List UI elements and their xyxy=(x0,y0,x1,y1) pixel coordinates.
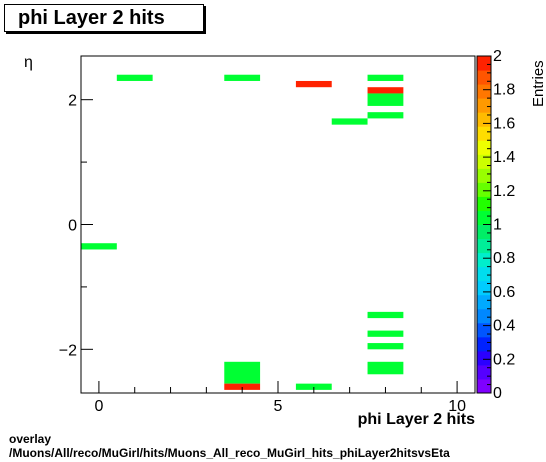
z-tick-label: 0.4 xyxy=(493,318,515,335)
y-tick-label: 2 xyxy=(68,93,77,110)
heatmap-cell-15 xyxy=(295,383,332,390)
x-tick-label: 10 xyxy=(448,398,466,415)
palette-swatch xyxy=(477,98,491,113)
heatmap-cell-5 xyxy=(367,74,404,81)
palette-swatch xyxy=(477,322,491,338)
footer-line-2: /Muons/All/reco/MuGirl/hits/Muons_All_re… xyxy=(9,446,450,460)
palette-swatch xyxy=(477,196,491,211)
palette-swatch xyxy=(477,84,491,99)
plot-frame xyxy=(80,55,476,394)
heatmap-cell-14 xyxy=(224,383,261,390)
heatmap-cell-4 xyxy=(331,118,368,125)
z-tick-label: 0 xyxy=(493,385,502,402)
palette-swatch xyxy=(477,210,491,225)
palette-swatch xyxy=(477,308,491,324)
palette-swatch xyxy=(477,336,491,352)
palette-swatch xyxy=(477,294,491,310)
z-tick-label: 1.6 xyxy=(493,115,515,132)
palette-swatch xyxy=(477,168,491,183)
z-tick-label: 1.4 xyxy=(493,149,515,166)
z-tick-label: 0.6 xyxy=(493,284,515,301)
z-tick-label: 1 xyxy=(493,217,502,234)
y-axis-label: η xyxy=(24,54,33,71)
x-axis-label: phi Layer 2 hits xyxy=(358,411,475,428)
title-box: phi Layer 2 hits xyxy=(4,4,204,32)
palette-swatch xyxy=(477,70,491,85)
heatmap-cell-11 xyxy=(367,343,404,350)
palette-swatch xyxy=(477,252,491,268)
axes: 0 5 10 −2 0 2 xyxy=(59,93,466,415)
color-palette: 0 0.2 0.4 0.6 0.8 1 1.2 1.4 1.6 1.8 2 xyxy=(476,48,515,402)
heatmap-cell-12 xyxy=(367,361,404,375)
heatmap-cell-10 xyxy=(367,330,404,337)
palette-swatch xyxy=(477,182,491,197)
z-tick-label: 0.2 xyxy=(493,351,515,368)
heatmap-cell-9 xyxy=(367,311,404,319)
palette-swatch xyxy=(477,238,491,254)
heatmap-cell-7 xyxy=(367,93,404,106)
y-tick-label: −2 xyxy=(59,342,77,359)
heatmap-chart: 0 5 10 −2 0 2 0 0.2 0.4 0.6 0.8 1 1.2 1.4 1.6 1.8 2 phi… xyxy=(24,48,546,428)
y-tick-label: 0 xyxy=(68,218,77,235)
palette-swatch xyxy=(477,126,491,141)
heatmap-cell-2 xyxy=(224,74,261,81)
heatmap-cell-3 xyxy=(295,80,332,88)
palette-swatch xyxy=(477,140,491,155)
chart-title: phi Layer 2 hits xyxy=(18,7,165,29)
palette-swatch xyxy=(477,224,491,240)
palette-swatch xyxy=(477,56,491,71)
z-tick-label: 1.2 xyxy=(493,183,515,200)
palette-swatch xyxy=(477,364,491,380)
x-tick-label: 0 xyxy=(94,398,103,415)
z-tick-label: 0.8 xyxy=(493,250,515,267)
palette-swatch xyxy=(477,350,491,366)
palette-swatch xyxy=(477,154,491,169)
palette-swatch xyxy=(477,266,491,282)
palette-swatch xyxy=(477,378,491,394)
z-tick-label: 1.8 xyxy=(493,82,515,99)
heatmap-cells xyxy=(81,74,404,390)
heatmap-cell-1 xyxy=(116,74,153,81)
palette-swatch xyxy=(477,280,491,296)
x-tick-label: 5 xyxy=(274,398,283,415)
z-tick-label: 2 xyxy=(493,48,502,65)
heatmap-cell-8 xyxy=(367,112,404,119)
palette-swatch xyxy=(477,112,491,127)
heatmap-cell-6 xyxy=(367,87,404,94)
heatmap-cell-0 xyxy=(81,243,117,250)
footer-line-1: overlay xyxy=(9,432,52,446)
z-axis-label: Entries xyxy=(530,60,546,107)
heatmap-cell-13 xyxy=(224,361,261,384)
